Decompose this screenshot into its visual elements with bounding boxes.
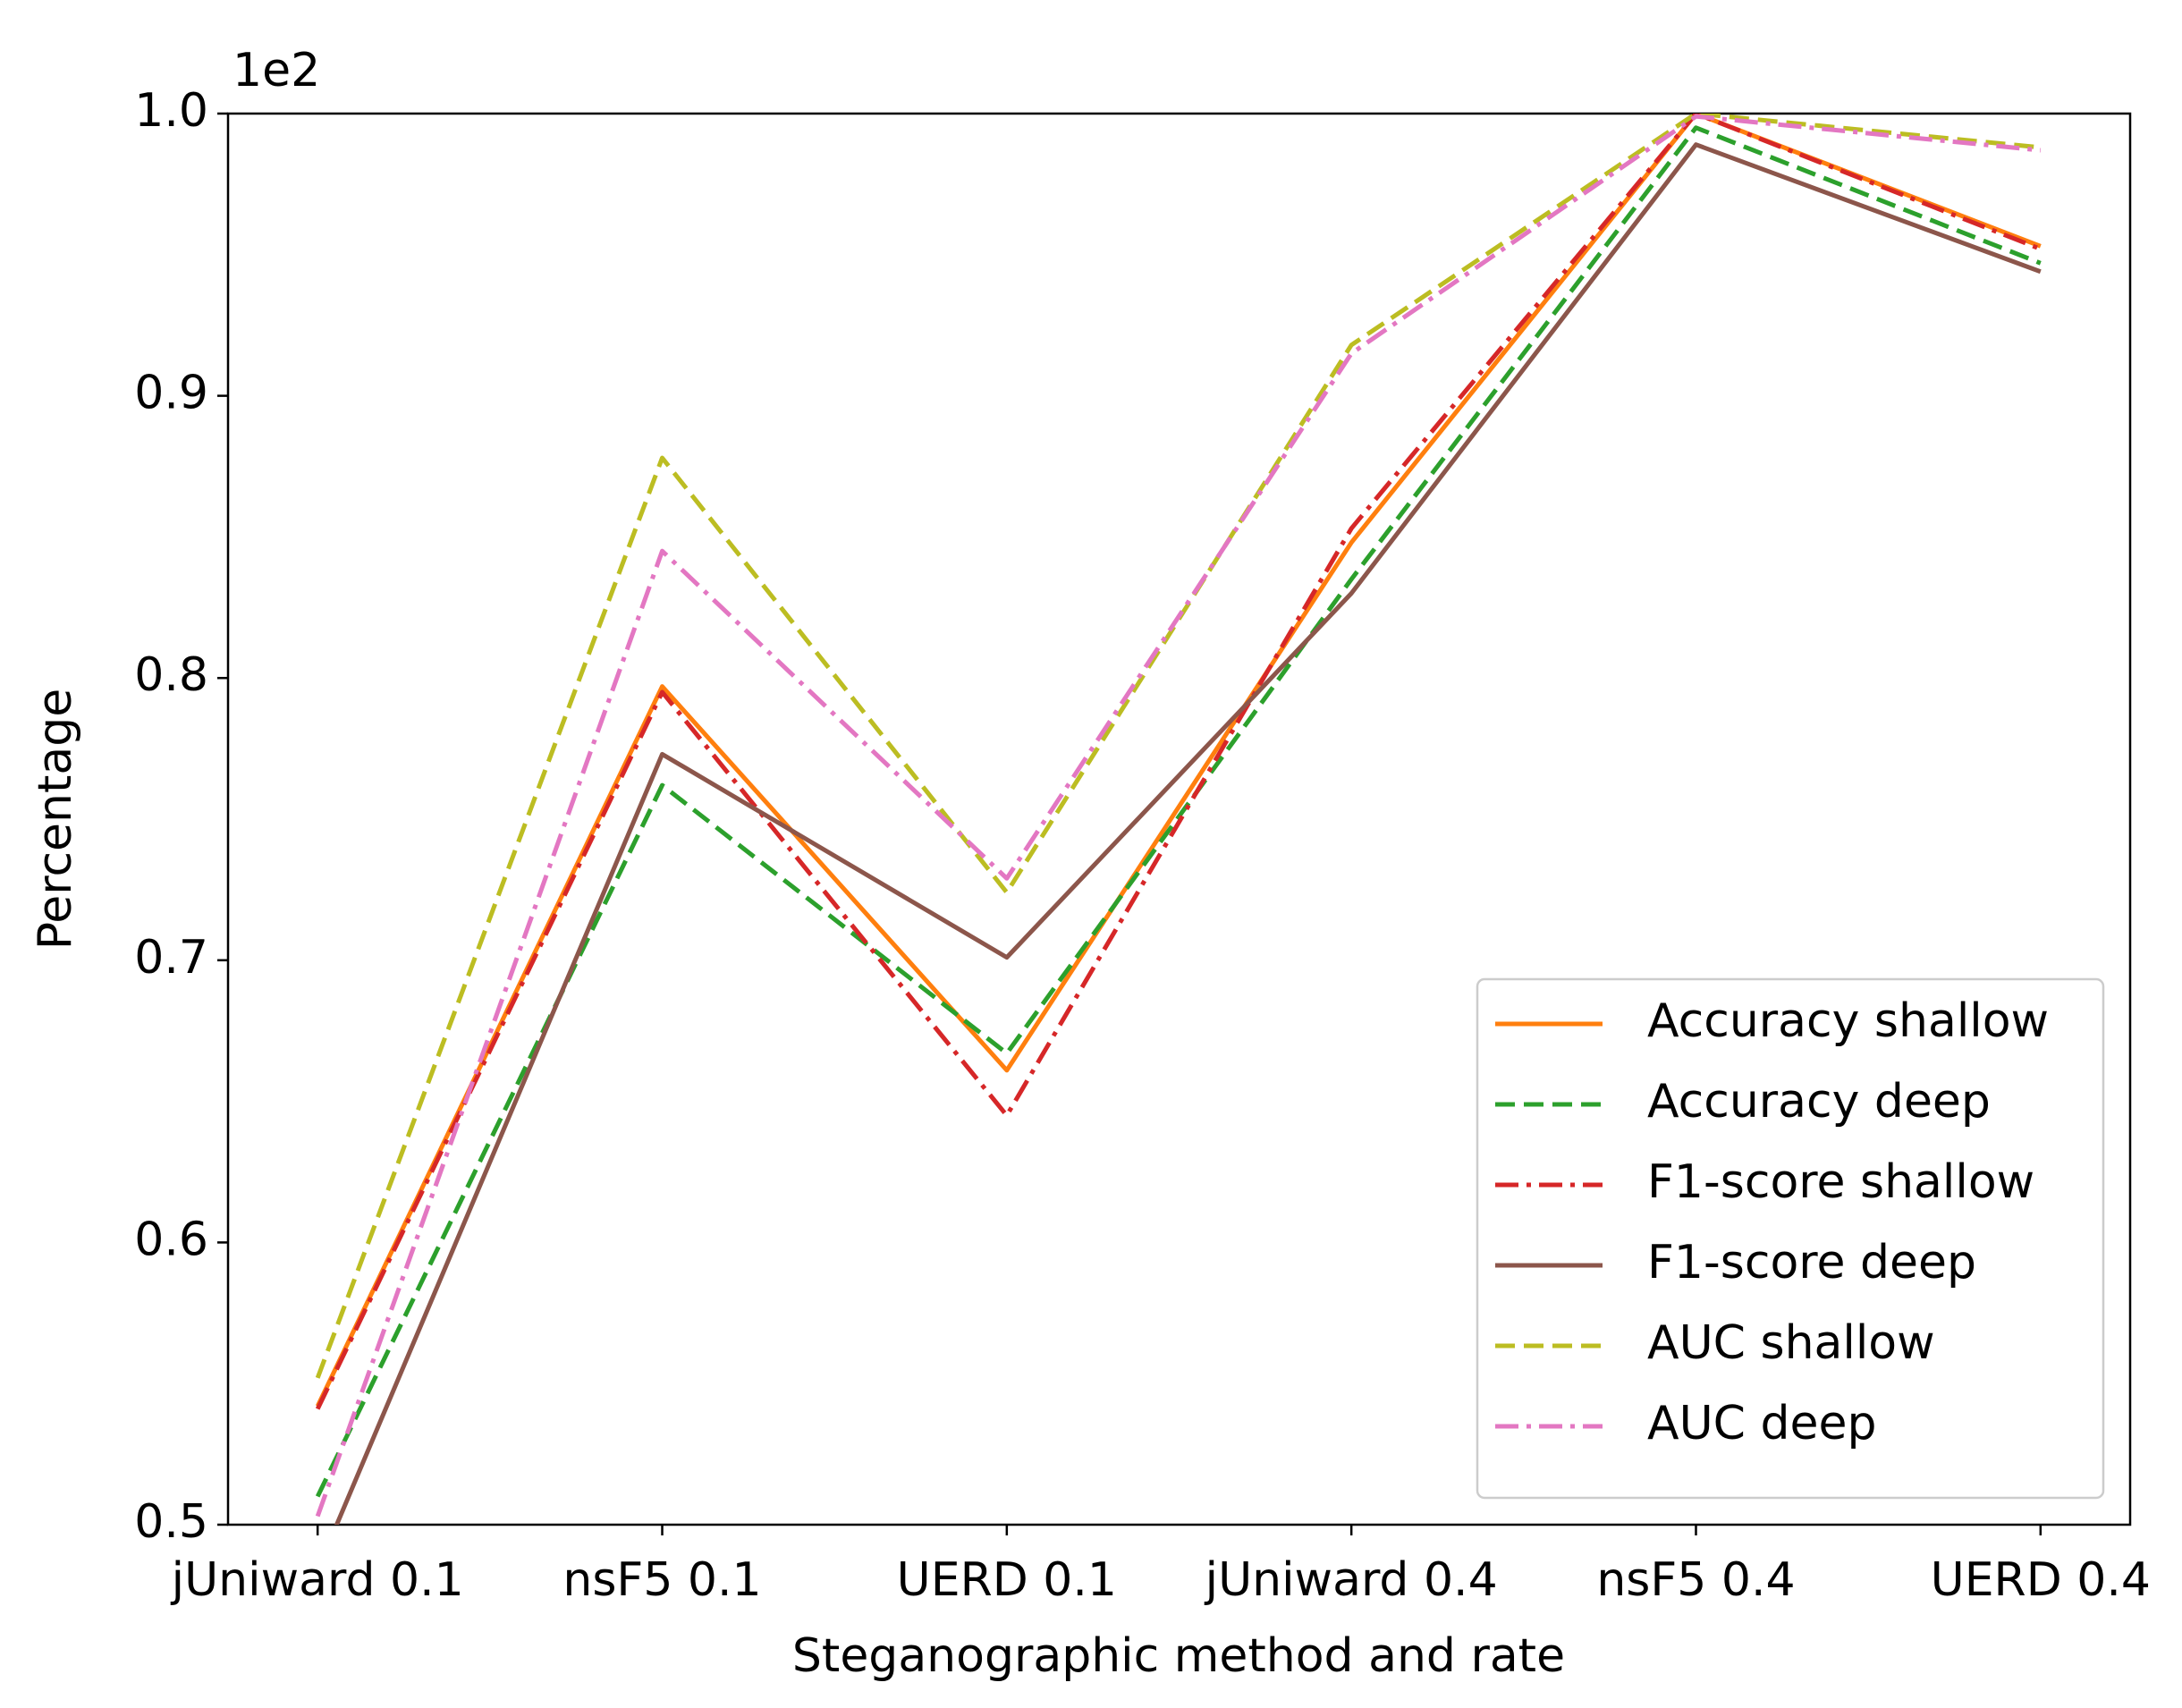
legend-box [1476, 977, 2105, 1500]
series-line [315, 114, 2042, 1518]
y-offset-label: 1e2 [233, 44, 320, 97]
y-tick-label: 0.5 [134, 1495, 208, 1549]
series-line [334, 142, 2042, 1525]
series-line [315, 114, 2042, 1410]
legend-label: Accuracy deep [1647, 1075, 1991, 1129]
x-tick-label: nsF5 0.1 [562, 1553, 761, 1607]
x-tick-label: jUniward 0.1 [171, 1553, 464, 1607]
legend-label: F1-score shallow [1647, 1155, 2034, 1209]
x-tick-label: UERD 0.4 [1931, 1553, 2151, 1607]
legend-label: AUC shallow [1647, 1316, 1935, 1370]
series-line [315, 125, 2042, 1498]
y-tick-label: 0.9 [134, 367, 208, 420]
x-tick-label: UERD 0.1 [897, 1553, 1117, 1607]
series-line [315, 114, 2042, 1408]
y-tick-label: 0.7 [134, 931, 208, 985]
x-tick-label: jUniward 0.4 [1205, 1553, 1498, 1607]
y-tick-label: 0.8 [134, 648, 208, 702]
x-axis-label: Steganographic method and rate [792, 1629, 1565, 1683]
legend-label: Accuracy shallow [1647, 994, 2049, 1048]
plot-frame [226, 112, 2132, 1526]
legend-label: F1-score deep [1647, 1236, 1976, 1289]
plot-lines [315, 114, 2042, 1525]
y-axis-label: Percentage [29, 689, 82, 951]
legend-label: AUC deep [1647, 1397, 1876, 1450]
y-tick-label: 0.6 [134, 1213, 208, 1266]
x-tick-label: nsF5 0.4 [1596, 1553, 1795, 1607]
y-tick-label: 1.0 [134, 84, 208, 138]
